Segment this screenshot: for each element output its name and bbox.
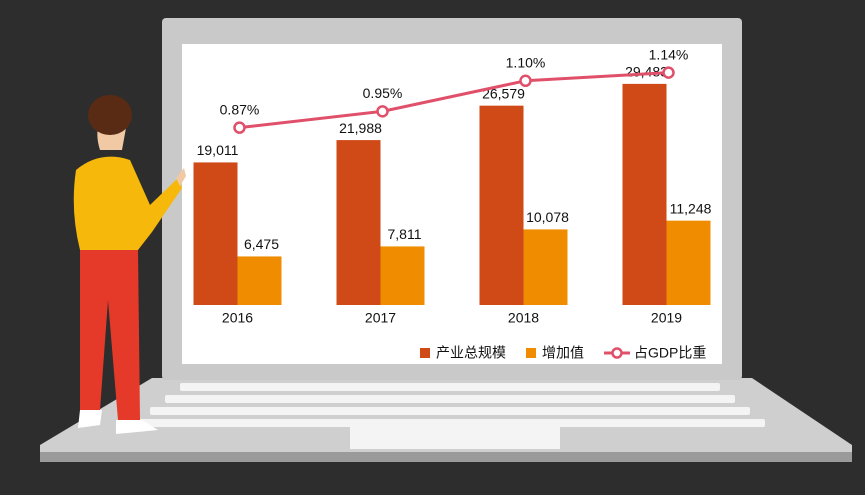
trousers xyxy=(80,250,140,420)
value-label: 11,248 xyxy=(670,200,712,216)
value-label: 0.87% xyxy=(220,101,260,117)
shoe xyxy=(116,420,158,434)
key-row xyxy=(180,383,720,391)
laptop-edge xyxy=(40,452,852,462)
value-label: 7,811 xyxy=(388,226,422,242)
bar xyxy=(193,162,238,305)
touchpad xyxy=(350,425,560,449)
x-tick-label: 2019 xyxy=(651,310,682,326)
line-point xyxy=(376,105,389,118)
shoe xyxy=(78,410,102,428)
value-label: 0.95% xyxy=(363,85,403,101)
x-tick-label: 2018 xyxy=(508,310,539,326)
legend-label: 产业总规模 xyxy=(436,345,506,361)
x-tick-label: 2017 xyxy=(365,310,396,326)
keyboard xyxy=(135,383,765,427)
bar xyxy=(622,83,667,305)
chart: 2016 2017 2018 201919,01121,98826,57929,483… xyxy=(193,46,712,361)
key-row xyxy=(135,419,765,427)
legend-swatch xyxy=(420,348,430,358)
value-label: 19,011 xyxy=(197,142,239,158)
line-point xyxy=(519,74,532,88)
value-label: 6,475 xyxy=(244,236,279,252)
value-label: 1.14% xyxy=(649,46,689,62)
bar xyxy=(666,220,711,305)
legend-marker xyxy=(611,347,623,359)
hair xyxy=(88,95,132,135)
person xyxy=(73,95,186,434)
legend-swatch xyxy=(526,348,536,358)
bar xyxy=(380,246,425,305)
x-tick-label: 2016 xyxy=(222,310,253,326)
legend-label: 增加值 xyxy=(542,345,584,361)
bar xyxy=(336,140,381,305)
key-row xyxy=(165,395,735,403)
bar xyxy=(523,229,568,305)
value-label: 1.10% xyxy=(506,54,546,70)
line-point xyxy=(233,121,246,134)
line xyxy=(239,71,669,130)
line-point xyxy=(662,66,675,79)
value-label: 10,078 xyxy=(526,209,569,225)
value-label: 26,579 xyxy=(482,85,525,101)
bar xyxy=(479,105,524,305)
value-label: 21,988 xyxy=(339,120,382,136)
shirt xyxy=(73,156,182,250)
legend-label: 占GDP比重 xyxy=(634,345,706,361)
bar xyxy=(237,256,282,305)
hand xyxy=(176,168,186,186)
key-row xyxy=(150,407,750,415)
